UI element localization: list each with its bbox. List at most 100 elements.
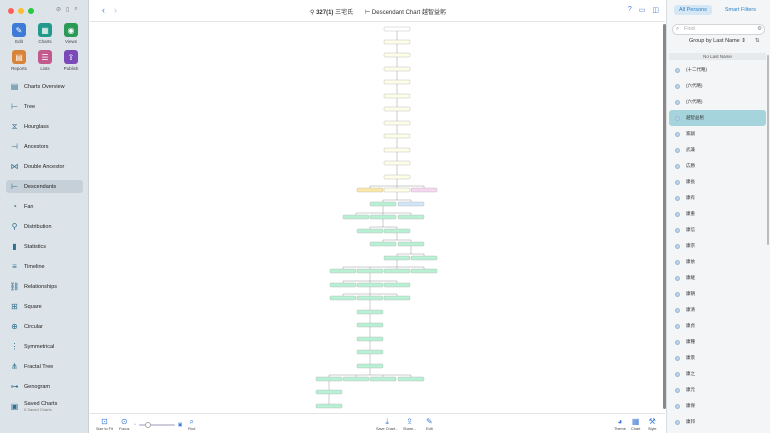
paperclip-icon[interactable]: ⊘	[56, 7, 62, 13]
person-node[interactable]	[410, 268, 438, 274]
sidebar-item-relationships[interactable]: ⛓ Relationships	[6, 280, 83, 293]
theme-button[interactable]: ◕ Theme	[614, 417, 626, 431]
person-row[interactable]: 康邦	[669, 414, 766, 430]
person-node[interactable]	[356, 228, 384, 234]
sidebar-toggle-icon[interactable]: ◫	[652, 7, 659, 14]
person-selector[interactable]: ⚲ 327(1) 三宅氏	[310, 7, 353, 16]
person-node[interactable]	[329, 268, 357, 274]
forward-button[interactable]: ›	[114, 5, 117, 15]
toolbar-views-button[interactable]: ◉ Views	[59, 23, 83, 44]
zoom-in-icon[interactable]: ▣	[177, 422, 183, 428]
person-node[interactable]	[356, 349, 384, 355]
person-node[interactable]	[329, 295, 357, 301]
person-node[interactable]	[356, 336, 384, 342]
group-by-select[interactable]: Group by Last Name ⇕ ⇅	[689, 38, 760, 44]
sidebar-item-ancestors[interactable]: ⊣ Ancestors	[6, 140, 83, 153]
person-row[interactable]: 康保	[669, 398, 766, 414]
back-button[interactable]: ‹	[102, 5, 105, 15]
person-node[interactable]	[369, 376, 397, 382]
person-node[interactable]	[383, 66, 411, 72]
find-field[interactable]: ⌕ Find ⚙	[672, 24, 765, 35]
chart-button[interactable]: ▦ Chart	[631, 417, 640, 431]
person-row[interactable]: 康清	[669, 302, 766, 318]
size-to-fit-button[interactable]: ⊡ Size to Fit	[96, 417, 113, 431]
close-window-button[interactable]	[8, 8, 14, 14]
focus-button[interactable]: ⊙ Focus	[119, 417, 129, 431]
person-node[interactable]	[383, 120, 411, 126]
person-row[interactable]: 広勝	[669, 158, 766, 174]
style-button[interactable]: ⚒ Style	[648, 417, 656, 431]
person-node[interactable]	[383, 282, 411, 288]
person-row[interactable]: 康継	[669, 270, 766, 286]
person-node[interactable]	[356, 322, 384, 328]
person-row[interactable]: 康朝	[669, 286, 766, 302]
person-node[interactable]	[383, 26, 411, 32]
person-node[interactable]	[383, 147, 411, 153]
person-node[interactable]	[383, 93, 411, 99]
sidebar-item-fractal-tree[interactable]: ⋔ Fractal Tree	[6, 360, 83, 373]
sidebar-item-symmetrical[interactable]: ⋮ Symmetrical	[6, 340, 83, 353]
zoom-window-button[interactable]	[28, 8, 34, 14]
tab-all-persons[interactable]: All Persons	[674, 5, 712, 15]
person-node[interactable]	[342, 376, 370, 382]
zoom-out-icon[interactable]: ▫	[134, 422, 136, 428]
toolbar-edit-button[interactable]: ✎ Edit	[7, 23, 31, 44]
person-node[interactable]	[356, 268, 384, 274]
person-node[interactable]	[410, 255, 438, 261]
persons-scrollbar[interactable]	[767, 55, 769, 245]
sidebar-item-fan[interactable]: ◔ Fan	[6, 200, 83, 213]
window-icon[interactable]: ▭	[638, 7, 646, 14]
person-node[interactable]	[369, 241, 397, 247]
person-node[interactable]	[315, 389, 343, 395]
share-button[interactable]: ⇪ Share...	[403, 417, 416, 431]
sidebar-item-genogram[interactable]: ⊶ Genogram	[6, 380, 83, 393]
person-node[interactable]	[383, 174, 411, 180]
person-node[interactable]	[397, 214, 425, 220]
search-icon[interactable]: ⌕	[74, 6, 78, 12]
person-node[interactable]	[383, 187, 411, 193]
save-chart-button[interactable]: ⤓ Save Chart...	[376, 417, 398, 431]
person-row[interactable]: 康之	[669, 366, 766, 382]
person-node[interactable]	[383, 106, 411, 112]
toolbar-reports-button[interactable]: ▤ Reports	[7, 50, 31, 71]
person-row[interactable]: 康有	[669, 190, 766, 206]
person-node[interactable]	[356, 363, 384, 369]
person-node[interactable]	[410, 187, 438, 193]
person-row[interactable]: 康重	[669, 206, 766, 222]
person-row[interactable]: 越智益躬	[669, 110, 766, 126]
person-node[interactable]	[383, 133, 411, 139]
sidebar-item-square[interactable]: ⊞ Square	[6, 300, 83, 313]
chart-canvas[interactable]	[90, 22, 660, 413]
person-node[interactable]	[383, 79, 411, 85]
person-node[interactable]	[356, 187, 384, 193]
sidebar-item-saved-charts[interactable]: ▣ Saved Charts 0 Saved Charts	[6, 400, 83, 413]
person-node[interactable]	[369, 214, 397, 220]
person-row[interactable]: 康長	[669, 174, 766, 190]
person-node[interactable]	[383, 268, 411, 274]
person-node[interactable]	[383, 295, 411, 301]
person-node[interactable]	[383, 255, 411, 261]
person-row[interactable]: (六代略)	[669, 94, 766, 110]
sort-icon[interactable]: ⇅	[755, 38, 760, 44]
person-row[interactable]: (十二代略)	[669, 62, 766, 78]
sidebar-item-tree[interactable]: ⊢ Tree	[6, 100, 83, 113]
sidebar-item-charts-overview[interactable]: ▤ Charts Overview	[6, 80, 83, 93]
person-row[interactable]: 康種	[669, 334, 766, 350]
person-node[interactable]	[369, 201, 397, 207]
person-node[interactable]	[315, 376, 343, 382]
person-node[interactable]	[356, 295, 384, 301]
person-node[interactable]	[342, 214, 370, 220]
person-node[interactable]	[315, 403, 343, 409]
person-row[interactable]: 康景	[669, 350, 766, 366]
person-row[interactable]: 家嗣	[669, 126, 766, 142]
edit-chart-button[interactable]: ✎ Edit	[426, 417, 433, 431]
find-button[interactable]: ⌕ Find	[188, 417, 195, 431]
help-icon[interactable]: ?	[627, 6, 632, 13]
settings-icon[interactable]: ⚙	[757, 26, 762, 32]
sidebar-item-statistics[interactable]: ▮ Statistics	[6, 240, 83, 253]
person-node[interactable]	[397, 376, 425, 382]
sidebar-item-timeline[interactable]: ≡ Timeline	[6, 260, 83, 273]
person-node[interactable]	[383, 39, 411, 45]
person-node[interactable]	[329, 282, 357, 288]
sidebar-item-double-ancestor[interactable]: ⋈ Double Ancestor	[6, 160, 83, 173]
